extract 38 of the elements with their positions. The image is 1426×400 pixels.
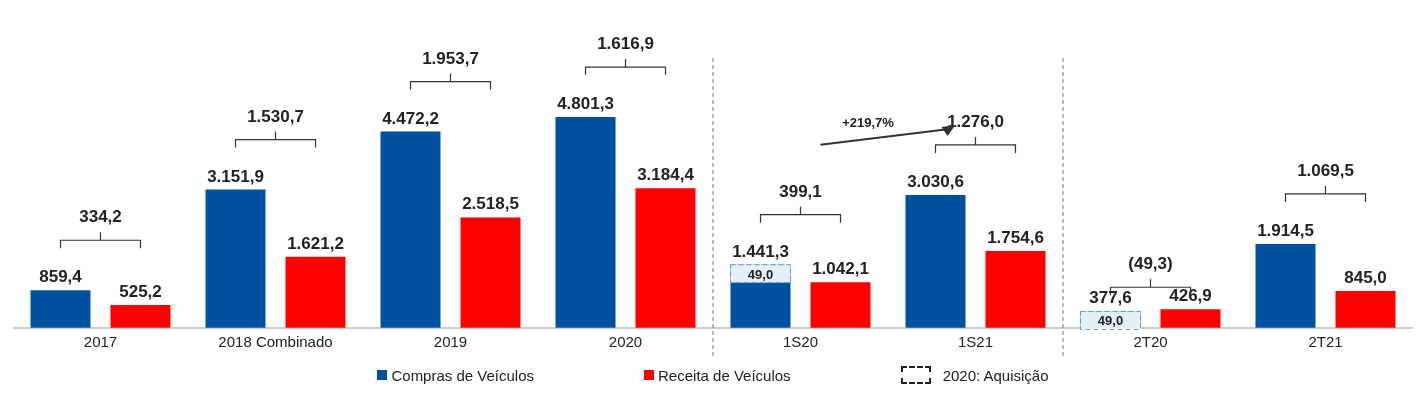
data-label: 4.472,2	[382, 108, 439, 128]
x-tick-label: 2017	[83, 332, 118, 350]
annotation: 334,2	[79, 207, 122, 227]
data-label: 426,9	[1169, 286, 1212, 306]
x-tick-label: 2019	[433, 332, 468, 350]
data-label: 1.754,6	[987, 227, 1044, 247]
annotation: 1.069,5	[1297, 160, 1354, 180]
legend-label: Compras de Veículos	[390, 366, 535, 384]
data-label: 4.801,3	[557, 94, 614, 114]
data-label: 1.441,3	[732, 241, 789, 261]
annotation: +219,7%	[842, 114, 895, 130]
data-label: 2.518,5	[462, 194, 519, 214]
legend-label: Receita de Veículos	[657, 366, 791, 384]
data-label: 3.184,4	[637, 165, 695, 185]
x-tick-label: 2018 Combinado	[218, 332, 333, 350]
text: 1.616,9	[597, 34, 654, 54]
data-label: 859,4	[39, 267, 83, 287]
data-label: 3.030,6	[907, 171, 964, 191]
data-label: 377,6	[1089, 288, 1132, 308]
data-label: 525,2	[119, 281, 162, 301]
text: 2020: Aquisição	[941, 366, 1049, 384]
x-tick-label: 1S21	[957, 332, 994, 350]
annotation: 399,1	[779, 181, 822, 201]
x-tick-label: 2020	[608, 332, 643, 350]
text: 1.953,7	[422, 48, 479, 68]
annotation: 1.530,7	[247, 106, 304, 126]
data-label: 1.621,2	[287, 233, 344, 253]
annotation: 49,0	[747, 266, 774, 282]
annotation: 1.276,0	[947, 111, 1004, 131]
data-label: 845,0	[1344, 267, 1387, 287]
annotation: 49,0	[1097, 313, 1124, 329]
x-tick-label: 2T21	[1308, 332, 1343, 350]
data-label: 1.914,5	[1257, 220, 1314, 240]
annotation: (49,3)	[1128, 254, 1173, 274]
data-label: 3.151,9	[207, 166, 264, 186]
data-label: 1.042,1	[812, 259, 869, 279]
x-tick-label: 1S20	[782, 332, 819, 350]
x-tick-label: 2T20	[1133, 332, 1168, 350]
